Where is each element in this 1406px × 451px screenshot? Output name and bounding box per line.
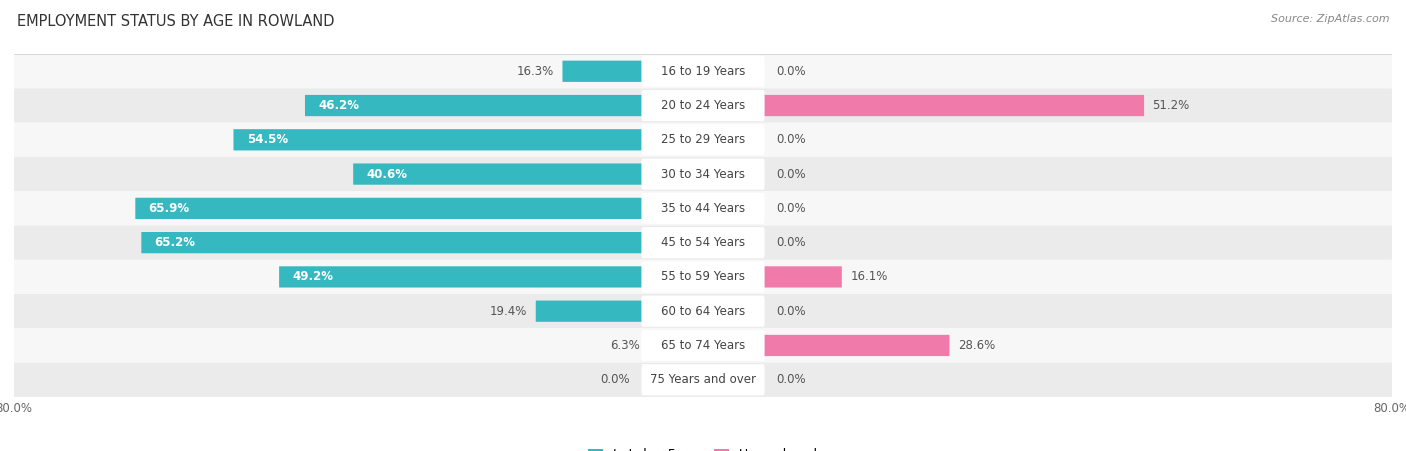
FancyBboxPatch shape (135, 198, 703, 219)
Text: 54.5%: 54.5% (246, 133, 288, 146)
Text: 16.1%: 16.1% (851, 271, 887, 283)
Text: 28.6%: 28.6% (957, 339, 995, 352)
Text: 0.0%: 0.0% (776, 373, 806, 386)
FancyBboxPatch shape (353, 163, 703, 185)
FancyBboxPatch shape (14, 328, 1392, 363)
FancyBboxPatch shape (14, 157, 1392, 191)
Text: 46.2%: 46.2% (318, 99, 359, 112)
Text: 0.0%: 0.0% (776, 236, 806, 249)
FancyBboxPatch shape (14, 226, 1392, 260)
FancyBboxPatch shape (142, 232, 703, 253)
FancyBboxPatch shape (703, 129, 763, 151)
Text: 0.0%: 0.0% (776, 202, 806, 215)
Text: 0.0%: 0.0% (776, 168, 806, 180)
FancyBboxPatch shape (14, 88, 1392, 123)
Text: 0.0%: 0.0% (776, 305, 806, 318)
Text: 60 to 64 Years: 60 to 64 Years (661, 305, 745, 318)
Text: 75 Years and over: 75 Years and over (650, 373, 756, 386)
Text: 49.2%: 49.2% (292, 271, 333, 283)
FancyBboxPatch shape (641, 261, 765, 293)
Text: EMPLOYMENT STATUS BY AGE IN ROWLAND: EMPLOYMENT STATUS BY AGE IN ROWLAND (17, 14, 335, 28)
Legend: In Labor Force, Unemployed: In Labor Force, Unemployed (583, 443, 823, 451)
FancyBboxPatch shape (641, 227, 765, 258)
FancyBboxPatch shape (14, 294, 1392, 328)
Text: 25 to 29 Years: 25 to 29 Years (661, 133, 745, 146)
FancyBboxPatch shape (14, 54, 1392, 88)
Text: 35 to 44 Years: 35 to 44 Years (661, 202, 745, 215)
FancyBboxPatch shape (643, 369, 703, 391)
FancyBboxPatch shape (14, 191, 1392, 226)
Text: 6.3%: 6.3% (610, 339, 640, 352)
FancyBboxPatch shape (703, 198, 763, 219)
Text: 30 to 34 Years: 30 to 34 Years (661, 168, 745, 180)
FancyBboxPatch shape (280, 266, 703, 288)
FancyBboxPatch shape (703, 232, 763, 253)
FancyBboxPatch shape (703, 335, 949, 356)
Text: 55 to 59 Years: 55 to 59 Years (661, 271, 745, 283)
FancyBboxPatch shape (648, 335, 703, 356)
FancyBboxPatch shape (536, 300, 703, 322)
FancyBboxPatch shape (703, 95, 1144, 116)
FancyBboxPatch shape (641, 193, 765, 224)
FancyBboxPatch shape (641, 330, 765, 361)
FancyBboxPatch shape (641, 55, 765, 87)
FancyBboxPatch shape (14, 260, 1392, 294)
Text: 51.2%: 51.2% (1153, 99, 1189, 112)
FancyBboxPatch shape (703, 300, 763, 322)
Text: 20 to 24 Years: 20 to 24 Years (661, 99, 745, 112)
FancyBboxPatch shape (641, 364, 765, 396)
Text: 65.9%: 65.9% (149, 202, 190, 215)
Text: 16 to 19 Years: 16 to 19 Years (661, 65, 745, 78)
FancyBboxPatch shape (703, 266, 842, 288)
FancyBboxPatch shape (641, 295, 765, 327)
FancyBboxPatch shape (703, 60, 763, 82)
FancyBboxPatch shape (641, 90, 765, 121)
FancyBboxPatch shape (703, 369, 763, 391)
Text: 45 to 54 Years: 45 to 54 Years (661, 236, 745, 249)
FancyBboxPatch shape (641, 158, 765, 190)
Text: 0.0%: 0.0% (776, 133, 806, 146)
Text: 0.0%: 0.0% (776, 65, 806, 78)
Text: 65 to 74 Years: 65 to 74 Years (661, 339, 745, 352)
Text: 0.0%: 0.0% (600, 373, 630, 386)
Text: 16.3%: 16.3% (517, 65, 554, 78)
Text: 40.6%: 40.6% (367, 168, 408, 180)
FancyBboxPatch shape (14, 123, 1392, 157)
FancyBboxPatch shape (641, 124, 765, 156)
Text: 65.2%: 65.2% (155, 236, 195, 249)
FancyBboxPatch shape (14, 363, 1392, 397)
FancyBboxPatch shape (703, 163, 763, 185)
Text: Source: ZipAtlas.com: Source: ZipAtlas.com (1271, 14, 1389, 23)
FancyBboxPatch shape (305, 95, 703, 116)
Text: 19.4%: 19.4% (489, 305, 527, 318)
FancyBboxPatch shape (562, 60, 703, 82)
FancyBboxPatch shape (233, 129, 703, 151)
